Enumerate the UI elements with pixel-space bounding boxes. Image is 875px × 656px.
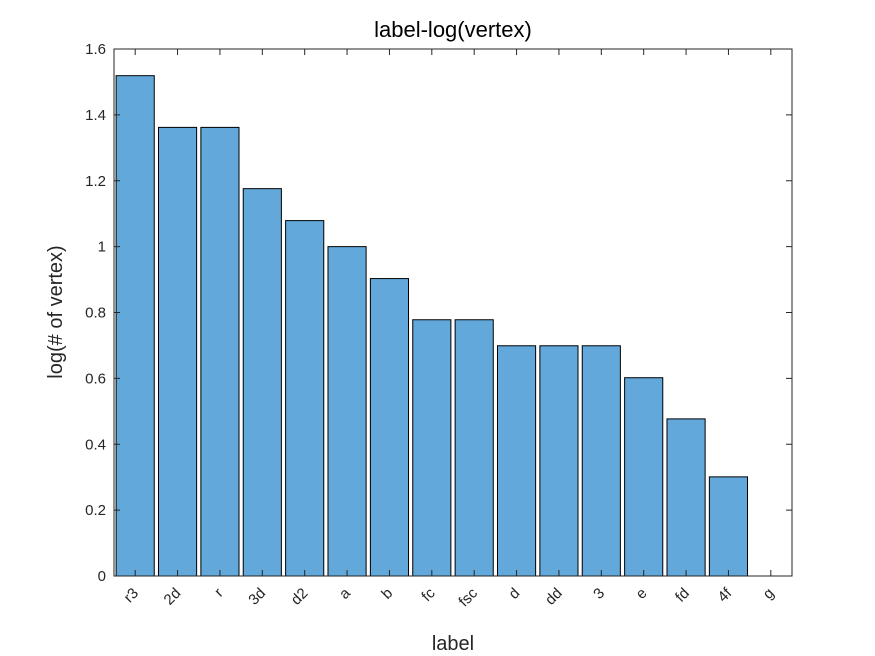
x-tick-label: 2d [161,585,185,609]
bar-b [369,278,410,577]
bar-2d [157,126,198,577]
bar-3d [242,188,282,577]
bar-fd [666,418,706,577]
y-tick-label: 0.2 [85,502,106,519]
x-axis-label: label [432,633,474,655]
x-tick-label: 4f [714,584,735,605]
y-tick-label: 0.4 [85,436,106,453]
y-tick-label: 1 [98,239,106,256]
x-tick-label: dd [542,585,566,609]
x-tick-label: b [378,585,396,603]
bar-e [624,377,664,577]
x-tick-label: fd [672,585,693,606]
bar-r [200,126,240,577]
bar-r3 [115,75,155,577]
x-tick-label: r [211,585,227,601]
bar-4f [708,476,749,577]
bar-fsc [454,319,494,577]
y-tick-label: 0.6 [85,370,106,387]
x-tick-label: 3d [245,585,269,609]
y-axis-label: log(# of vertex) [45,245,67,378]
bar-d2 [285,220,325,577]
x-tick-label: fsc [455,584,481,610]
bar-dd [539,345,579,577]
x-tick-label: d2 [288,585,312,609]
x-tick-label: 3 [590,585,608,603]
bar-d [496,345,537,577]
x-tick-label: d [505,585,523,603]
x-tick-label: r3 [121,585,142,606]
y-tick-label: 1.2 [85,173,106,190]
chart-title: label-log(vertex) [374,17,532,42]
y-tick-label: 0.8 [85,305,106,322]
bar-3 [581,345,621,577]
x-tick-label: fc [418,584,439,605]
y-axis: 0 0.2 0.4 0.6 0.8 1 1.2 1.4 1.6 [85,41,792,585]
bar-fc [412,319,452,577]
bar-a [327,246,367,577]
x-tick-label: a [336,584,354,602]
bars-group [115,75,749,577]
x-tick-label: e [633,585,651,603]
y-tick-label: 1.4 [85,107,106,124]
x-tick-label: g [760,585,778,603]
y-tick-label: 0 [98,568,106,585]
y-tick-label: 1.6 [85,41,106,58]
